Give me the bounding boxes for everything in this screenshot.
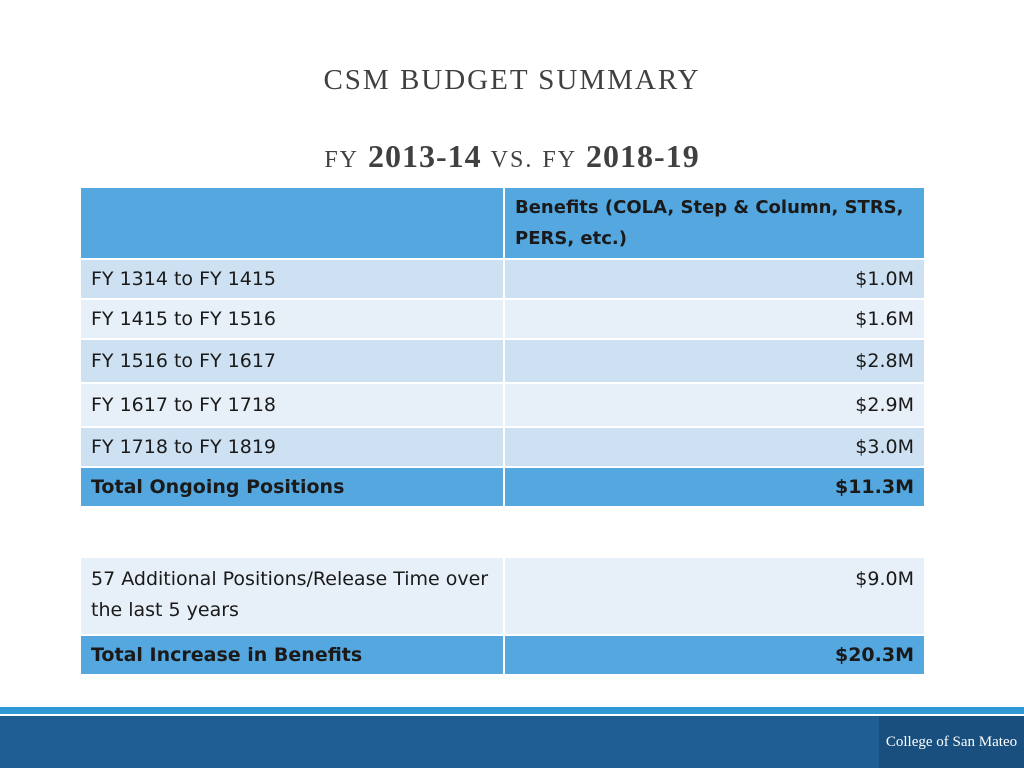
table-row: FY 1516 to FY 1617 $2.8M	[79, 338, 926, 384]
table-row: FY 1718 to FY 1819 $3.0M	[79, 426, 926, 468]
subtitle-year-end: 2018-19	[586, 138, 700, 174]
total-row: Total Increase in Benefits $20.3M	[79, 634, 926, 676]
page-title: CSM BUDGET SUMMARY	[323, 64, 701, 96]
subtitle-fy-prefix: FY	[324, 147, 359, 173]
row-label: FY 1516 to FY 1617	[79, 338, 505, 384]
row-value: $1.6M	[503, 298, 926, 340]
total-value: $20.3M	[503, 634, 926, 676]
row-label: FY 1718 to FY 1819	[79, 426, 505, 468]
page-subtitle: FY 2013-14 VS. FY 2018-19	[0, 138, 1024, 175]
total-label: Total Increase in Benefits	[79, 634, 505, 676]
footer-bar	[0, 716, 1024, 768]
total-label: Total Ongoing Positions	[79, 466, 505, 508]
row-label: FY 1617 to FY 1718	[79, 382, 505, 428]
table-row: FY 1314 to FY 1415 $1.0M	[79, 258, 926, 300]
row-value: $3.0M	[503, 426, 926, 468]
total-row: Total Ongoing Positions $11.3M	[79, 466, 926, 508]
college-logo: College of San Mateo	[879, 716, 1024, 768]
subtitle-vs: VS.	[490, 147, 534, 173]
row-label: FY 1415 to FY 1516	[79, 298, 505, 340]
additional-positions-table: 57 Additional Positions/Release Time ove…	[79, 556, 926, 676]
header-benefits-cell: Benefits (COLA, Step & Column, STRS, PER…	[503, 186, 926, 260]
table-row: 57 Additional Positions/Release Time ove…	[79, 556, 926, 636]
total-value: $11.3M	[503, 466, 926, 508]
row-value: $1.0M	[503, 258, 926, 300]
footer-accent-bar	[0, 707, 1024, 714]
row-value: $9.0M	[503, 556, 926, 636]
header-blank-cell	[79, 186, 505, 260]
subtitle-year-start: 2013-14	[368, 138, 482, 174]
subtitle-fy-mid: FY	[542, 147, 578, 173]
row-label: FY 1314 to FY 1415	[79, 258, 505, 300]
table-row: FY 1415 to FY 1516 $1.6M	[79, 298, 926, 340]
row-value: $2.9M	[503, 382, 926, 428]
row-label: 57 Additional Positions/Release Time ove…	[79, 556, 505, 636]
table-header-row: Benefits (COLA, Step & Column, STRS, PER…	[79, 186, 926, 260]
benefits-table: Benefits (COLA, Step & Column, STRS, PER…	[79, 186, 926, 508]
row-value: $2.8M	[503, 338, 926, 384]
table-row: FY 1617 to FY 1718 $2.9M	[79, 382, 926, 428]
